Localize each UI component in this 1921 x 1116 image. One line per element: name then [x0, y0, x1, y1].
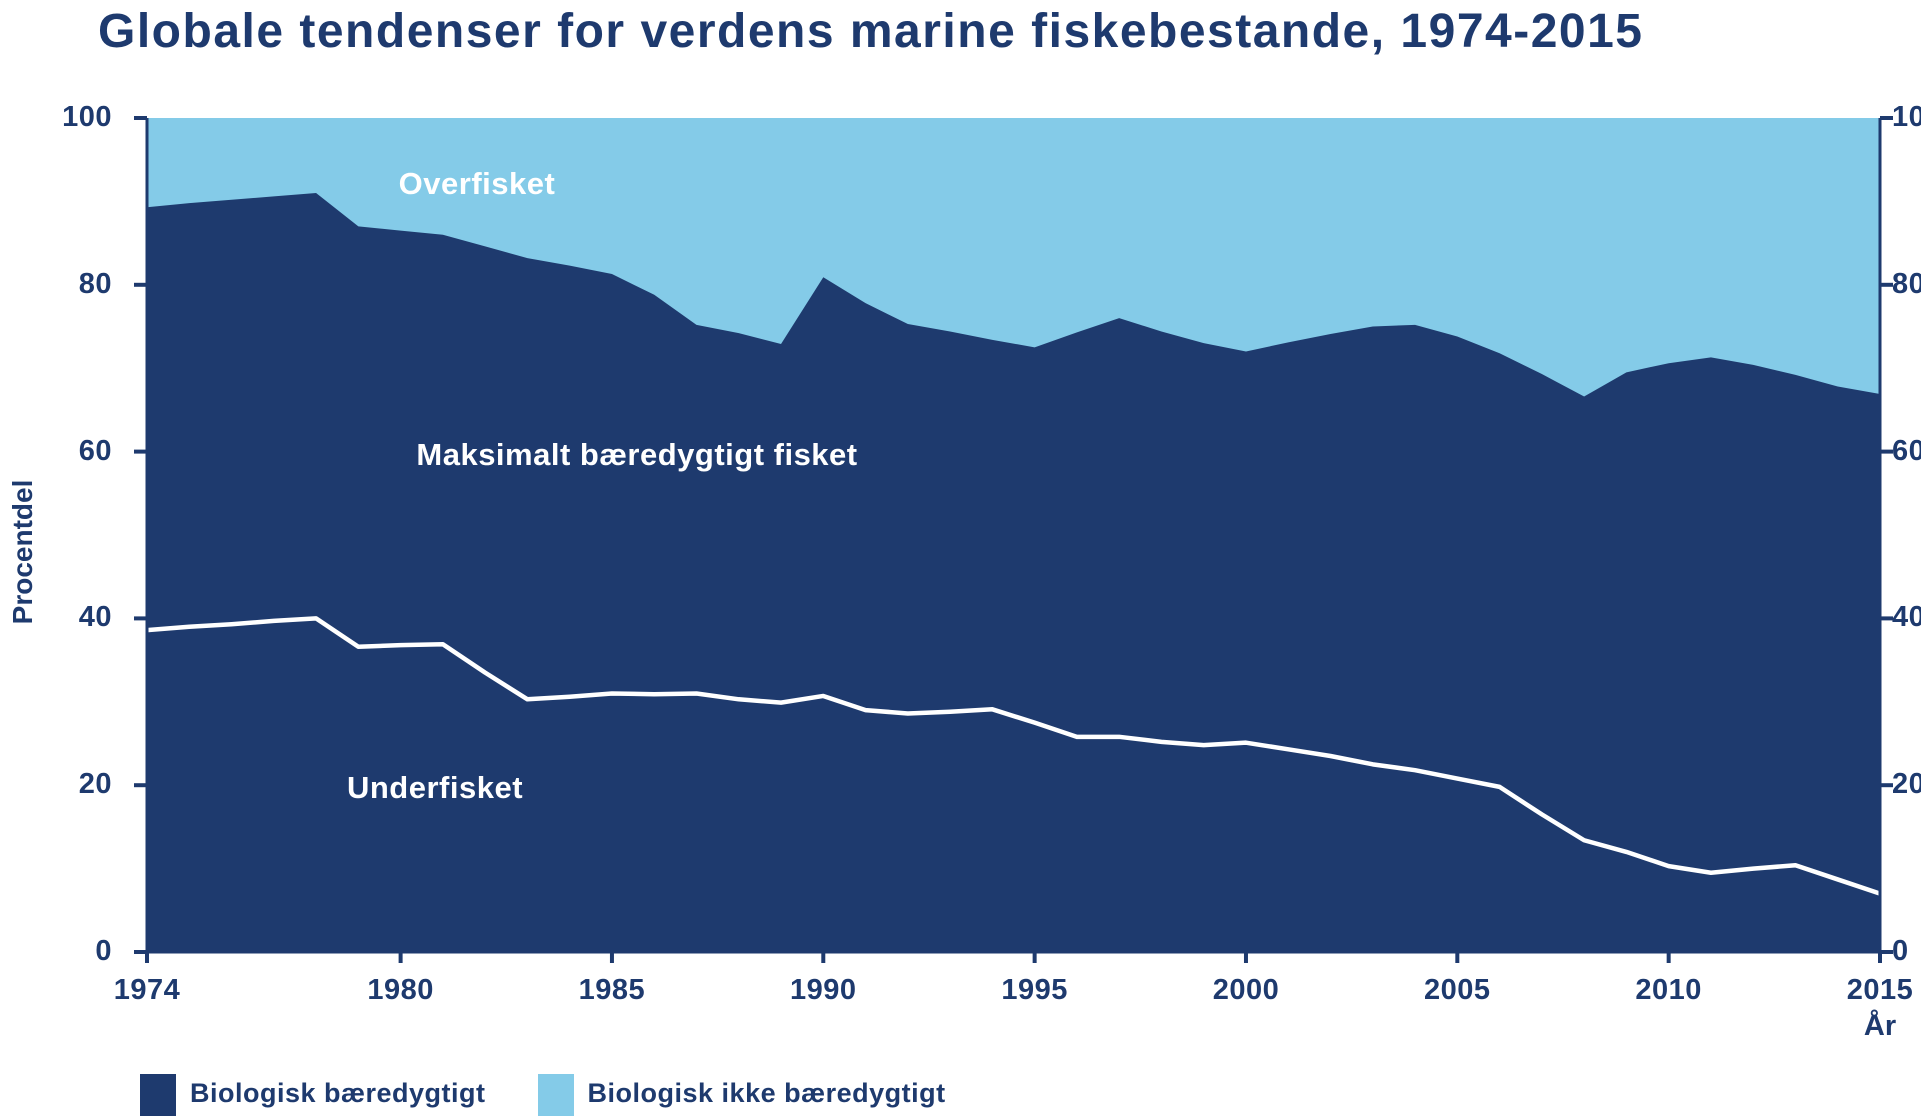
legend-label-unsustainable: Biologisk ikke bæredygtigt [587, 1078, 946, 1108]
underfished-boundary-line [146, 616, 1881, 896]
sustainable-area [147, 193, 1880, 952]
legend-swatch-dark-blue [140, 1074, 176, 1116]
legend-label-sustainable: Biologisk bæredygtigt [190, 1078, 486, 1108]
legend-swatch-light-blue [537, 1074, 574, 1116]
legend-item-unsustainable: Biologisk ikke bæredygtigt [537, 1074, 946, 1116]
legend-item-sustainable: Biologisk bæredygtigt [140, 1074, 486, 1116]
legend: Biologisk bæredygtigt Biologisk ikke bær… [140, 1074, 998, 1116]
